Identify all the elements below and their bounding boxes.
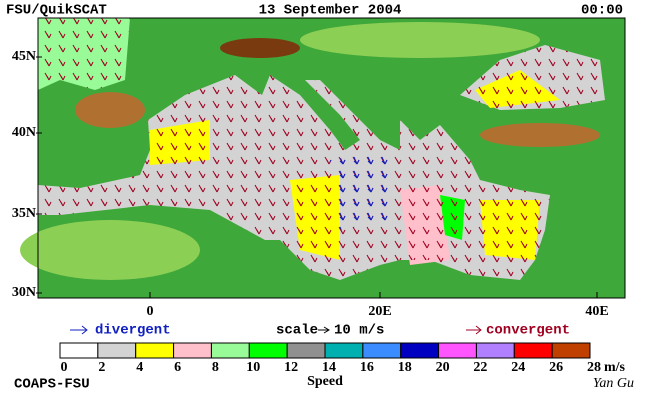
scale-value: 10 m/s [334, 323, 384, 339]
colorbar-label: 0 [61, 360, 68, 375]
author: Yan Gu [593, 376, 634, 391]
colorbar-title: Speed [307, 374, 343, 389]
colorbar-box [400, 342, 440, 359]
black-sea-vectors [460, 45, 605, 110]
convergent-label: convergent [486, 323, 570, 339]
colorbar-label: 20 [436, 360, 450, 375]
colorbar-box [551, 342, 591, 359]
mountains [75, 92, 145, 128]
colorbar-label: 8 [212, 360, 219, 375]
lon-label: 20E [368, 304, 391, 319]
lon-label: 40E [585, 304, 608, 319]
colorbar-box [362, 342, 402, 359]
land-relief [300, 22, 540, 58]
date: 13 September 2004 [259, 3, 402, 19]
colorbar-label: 6 [174, 360, 181, 375]
colorbar-box [248, 342, 288, 359]
colorbar-box [324, 342, 364, 359]
sea-vectors [38, 75, 550, 280]
colorbar-box [475, 342, 515, 359]
land-relief [20, 220, 200, 280]
lon-label: 0 [147, 304, 154, 319]
map [20, 17, 626, 299]
colorbar-box [438, 342, 477, 359]
scale-label: scale [276, 323, 318, 339]
lat-label: 45N [12, 49, 36, 64]
convergent-arrow [466, 325, 482, 335]
colorbar-label: 12 [284, 360, 298, 375]
mountains [220, 38, 300, 58]
divergent-label: divergent [95, 323, 171, 339]
colorbar-label: 22 [473, 360, 487, 375]
colorbar-label: 24 [511, 360, 525, 375]
colorbar-box [173, 342, 212, 359]
atlantic-vectors [38, 18, 130, 90]
colorbar-label: 16 [360, 360, 374, 375]
lat-label: 40N [12, 125, 36, 140]
lat-label: 35N [12, 206, 36, 221]
colorbar-box [97, 342, 137, 359]
org: COAPS-FSU [14, 377, 90, 393]
colorbar-box [59, 342, 99, 359]
mountains [480, 123, 600, 147]
colorbar-box [513, 342, 553, 359]
colorbar-label: 28 [587, 360, 601, 375]
colorbar-label: 18 [398, 360, 412, 375]
scale-arrow [318, 326, 330, 334]
colorbar-unit: m/s [604, 360, 626, 375]
colorbar-label: 14 [322, 360, 336, 375]
source: FSU/QuikSCAT [6, 3, 107, 19]
map-frame [37, 17, 626, 299]
lat-label: 30N [12, 285, 36, 300]
colorbar-label: 26 [549, 360, 563, 375]
divergent-arrow [70, 325, 88, 335]
sea-vectors-div [330, 150, 390, 230]
colorbar-label: 10 [246, 360, 260, 375]
colorbar-box [210, 342, 250, 359]
colorbar-label: 2 [98, 360, 105, 375]
colorbar-box [286, 342, 326, 359]
colorbar-box [135, 342, 175, 359]
time: 00:00 [581, 3, 623, 19]
colorbar-label: 4 [136, 360, 143, 375]
